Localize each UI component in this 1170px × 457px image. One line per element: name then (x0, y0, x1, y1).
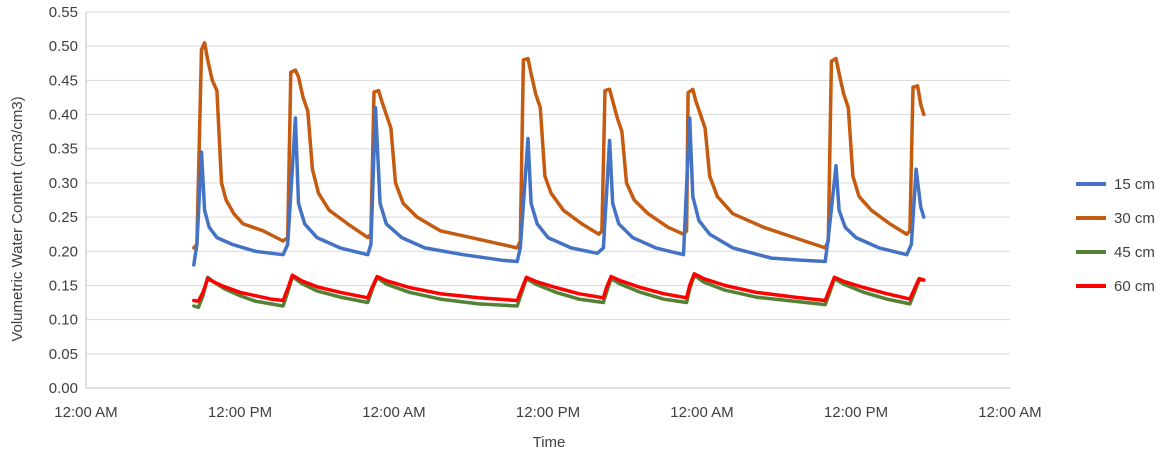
y-tick-label: 0.55 (49, 4, 78, 21)
y-tick-label: 0.50 (49, 38, 78, 55)
y-tick-label: 0.20 (49, 243, 78, 260)
series-lines (192, 41, 926, 310)
series-line-30-cm (192, 41, 926, 250)
y-axis-title: Volumetric Water Content (cm3/cm3) (9, 96, 26, 341)
y-tick-label: 0.25 (49, 209, 78, 226)
y-tick-label: 0.00 (49, 380, 78, 397)
legend-label: 15 cm (1114, 176, 1155, 193)
x-tick-label: 12:00 PM (208, 404, 272, 421)
x-axis-title: Time (533, 434, 566, 451)
x-tick-label: 12:00 PM (516, 404, 580, 421)
legend: 15 cm 30 cm 45 cm 60 cm (1076, 176, 1155, 295)
legend-label: 45 cm (1114, 244, 1155, 261)
legend-entry: 30 cm (1076, 210, 1155, 227)
y-tick-label: 0.45 (49, 72, 78, 89)
y-tick-label: 0.10 (49, 312, 78, 329)
series-line-15-cm (192, 105, 926, 267)
x-tick-label: 12:00 AM (978, 404, 1041, 421)
y-tick-label: 0.35 (49, 141, 78, 158)
legend-entry: 60 cm (1076, 278, 1155, 295)
legend-entry: 45 cm (1076, 244, 1155, 261)
y-tick-label: 0.40 (49, 107, 78, 124)
y-tick-label: 0.30 (49, 175, 78, 192)
x-tick-label: 12:00 AM (670, 404, 733, 421)
x-tick-label: 12:00 PM (824, 404, 888, 421)
legend-label: 30 cm (1114, 210, 1155, 227)
series-line-60-cm (192, 272, 926, 303)
y-tick-label: 0.15 (49, 277, 78, 294)
x-tick-label: 12:00 AM (362, 404, 425, 421)
tick-labels: 0.00 0.05 0.10 0.15 0.20 0.25 0.30 0.35 0.40 0.45… (49, 4, 1042, 421)
x-tick-label: 12:00 AM (54, 404, 117, 421)
axes (85, 12, 1010, 389)
y-tick-label: 0.05 (49, 346, 78, 363)
legend-label: 60 cm (1114, 278, 1155, 295)
legend-entry: 15 cm (1076, 176, 1155, 193)
